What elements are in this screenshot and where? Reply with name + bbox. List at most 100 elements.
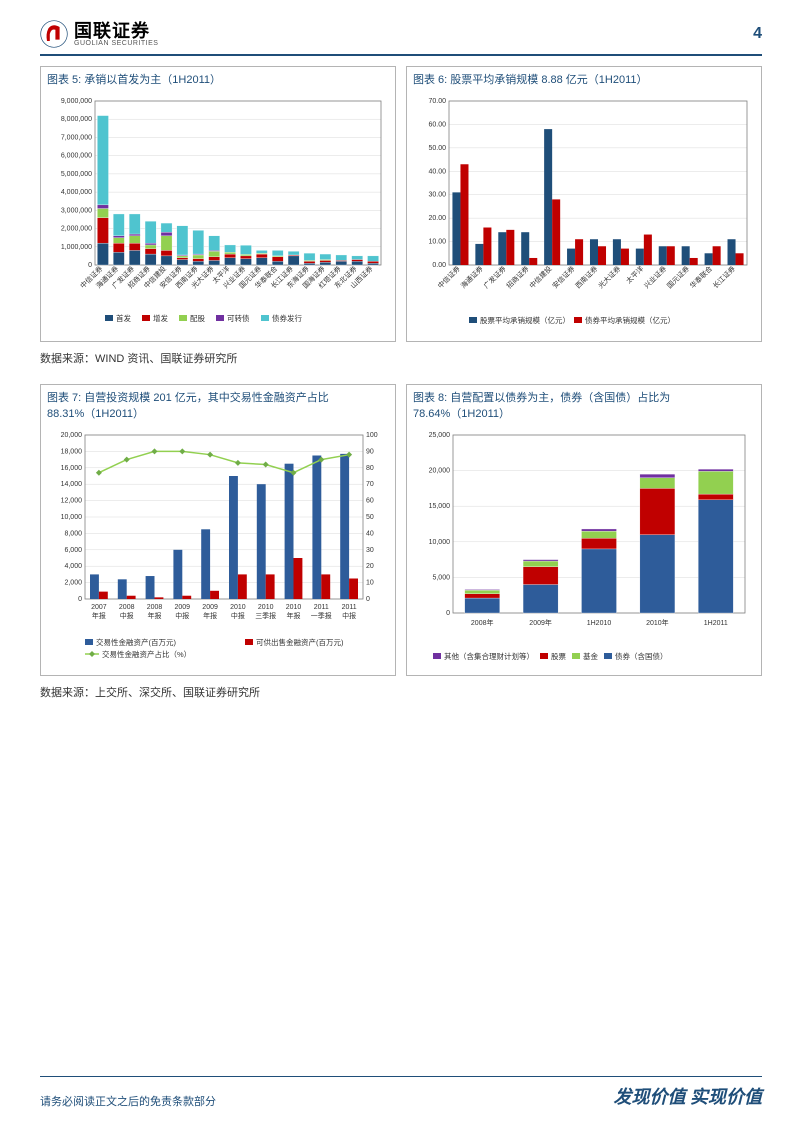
svg-text:5,000,000: 5,000,000 bbox=[61, 171, 92, 178]
page-number: 4 bbox=[753, 25, 762, 43]
svg-text:招商证券: 招商证券 bbox=[504, 264, 530, 290]
svg-text:0: 0 bbox=[446, 610, 450, 617]
svg-text:交易性金融资产(百万元): 交易性金融资产(百万元) bbox=[96, 637, 176, 647]
svg-text:西南证券: 西南证券 bbox=[573, 264, 599, 290]
svg-text:20,000: 20,000 bbox=[429, 468, 451, 475]
page-footer: 请务必阅读正文之后的免责条款部分 发现价值 实现价值 bbox=[40, 1076, 762, 1109]
svg-text:3,000,000: 3,000,000 bbox=[61, 207, 92, 214]
svg-text:70.00: 70.00 bbox=[428, 98, 446, 105]
svg-text:年报: 年报 bbox=[287, 611, 301, 620]
svg-text:股票平均承销规模（亿元）: 股票平均承销规模（亿元） bbox=[480, 315, 570, 325]
svg-text:2,000,000: 2,000,000 bbox=[61, 226, 92, 233]
source-2: 数据来源：上交所、深交所、国联证券研究所 bbox=[40, 684, 762, 700]
svg-text:债券（含国债）: 债券（含国债） bbox=[615, 651, 668, 661]
svg-text:0: 0 bbox=[78, 596, 82, 603]
svg-text:2009: 2009 bbox=[175, 604, 191, 611]
svg-text:安信证券: 安信证券 bbox=[550, 264, 576, 290]
chart5-panel: 图表 5: 承销以首发为主（1H2011） 01,000,0002,000,00… bbox=[40, 66, 396, 342]
svg-text:中报: 中报 bbox=[342, 611, 356, 620]
svg-text:股票: 股票 bbox=[551, 652, 566, 661]
svg-text:一季报: 一季报 bbox=[311, 611, 332, 620]
svg-text:40.00: 40.00 bbox=[428, 168, 446, 175]
chart5-title: 图表 5: 承销以首发为主（1H2011） bbox=[41, 67, 395, 91]
svg-text:0.00: 0.00 bbox=[432, 262, 446, 269]
svg-text:4,000: 4,000 bbox=[64, 563, 82, 570]
svg-text:可转债: 可转债 bbox=[227, 313, 250, 323]
svg-text:长江证券: 长江证券 bbox=[711, 264, 737, 290]
svg-text:海通证券: 海通证券 bbox=[459, 264, 485, 290]
svg-text:2010: 2010 bbox=[258, 604, 274, 611]
svg-text:增发: 增发 bbox=[153, 313, 168, 323]
svg-text:1,000,000: 1,000,000 bbox=[61, 244, 92, 251]
svg-text:国元证券: 国元证券 bbox=[665, 264, 691, 290]
svg-text:40: 40 bbox=[366, 530, 374, 537]
svg-text:2011: 2011 bbox=[342, 604, 357, 611]
svg-text:兴业证券: 兴业证券 bbox=[642, 264, 668, 290]
svg-text:6,000: 6,000 bbox=[64, 547, 82, 554]
svg-text:100: 100 bbox=[366, 432, 378, 439]
svg-text:中报: 中报 bbox=[231, 611, 245, 620]
chart7-panel: 图表 7: 自营投资规模 201 亿元，其中交易性金融资产占比 88.31%（1… bbox=[40, 384, 396, 676]
chart6-svg: 0.0010.0020.0030.0040.0050.0060.0070.00中… bbox=[413, 95, 753, 335]
svg-text:1H2010: 1H2010 bbox=[587, 620, 612, 627]
svg-text:4,000,000: 4,000,000 bbox=[61, 189, 92, 196]
svg-text:6,000,000: 6,000,000 bbox=[61, 153, 92, 160]
svg-text:30: 30 bbox=[366, 547, 374, 554]
svg-text:5,000: 5,000 bbox=[432, 574, 450, 581]
svg-text:中报: 中报 bbox=[120, 611, 134, 620]
svg-text:8,000: 8,000 bbox=[64, 530, 82, 537]
svg-text:10: 10 bbox=[366, 580, 374, 587]
svg-text:50: 50 bbox=[366, 514, 374, 521]
chart-row-1: 图表 5: 承销以首发为主（1H2011） 01,000,0002,000,00… bbox=[40, 66, 762, 342]
chart-row-2: 图表 7: 自营投资规模 201 亿元，其中交易性金融资产占比 88.31%（1… bbox=[40, 384, 762, 676]
svg-text:50.00: 50.00 bbox=[428, 145, 446, 152]
svg-text:中报: 中报 bbox=[175, 611, 189, 620]
chart6-title: 图表 6: 股票平均承销规模 8.88 亿元（1H2011） bbox=[407, 67, 761, 91]
svg-text:12,000: 12,000 bbox=[61, 498, 83, 505]
svg-text:可供出售金融资产(百万元): 可供出售金融资产(百万元) bbox=[256, 637, 344, 647]
svg-text:9,000,000: 9,000,000 bbox=[61, 98, 92, 105]
svg-text:2009年: 2009年 bbox=[529, 618, 552, 627]
svg-text:债券发行: 债券发行 bbox=[272, 313, 302, 323]
svg-text:10.00: 10.00 bbox=[428, 239, 446, 246]
svg-text:2008: 2008 bbox=[119, 604, 135, 611]
svg-text:60.00: 60.00 bbox=[428, 121, 446, 128]
svg-text:配股: 配股 bbox=[190, 314, 205, 323]
footer-slogan: 发现价值 实现价值 bbox=[614, 1083, 763, 1109]
svg-text:8,000,000: 8,000,000 bbox=[61, 116, 92, 123]
svg-text:80: 80 bbox=[366, 465, 374, 472]
company-logo: 国联证券 GUOLIAN SECURITIES bbox=[40, 20, 158, 48]
svg-text:14,000: 14,000 bbox=[61, 481, 83, 488]
svg-text:2,000: 2,000 bbox=[64, 580, 82, 587]
svg-text:首发: 首发 bbox=[116, 313, 131, 323]
svg-text:1H2011: 1H2011 bbox=[704, 620, 728, 627]
logo-en-text: GUOLIAN SECURITIES bbox=[74, 40, 158, 47]
svg-text:其他（含集合理财计划等）: 其他（含集合理财计划等） bbox=[444, 651, 534, 661]
svg-text:25,000: 25,000 bbox=[429, 432, 451, 439]
svg-text:0: 0 bbox=[366, 596, 370, 603]
svg-text:2007: 2007 bbox=[91, 604, 107, 611]
chart8-title: 图表 8: 自营配置以债券为主，债券（含国债）占比为 78.64%（1H2011… bbox=[407, 385, 761, 425]
source-1: 数据来源：WIND 资讯、国联证券研究所 bbox=[40, 350, 762, 366]
chart8-panel: 图表 8: 自营配置以债券为主，债券（含国债）占比为 78.64%（1H2011… bbox=[406, 384, 762, 676]
svg-text:2010年: 2010年 bbox=[646, 618, 669, 627]
svg-text:2010: 2010 bbox=[230, 604, 246, 611]
svg-text:2008年: 2008年 bbox=[471, 618, 494, 627]
svg-text:债券平均承销规模（亿元）: 债券平均承销规模（亿元） bbox=[585, 315, 675, 325]
svg-text:2010: 2010 bbox=[286, 604, 302, 611]
svg-text:20: 20 bbox=[366, 563, 374, 570]
svg-text:2008: 2008 bbox=[147, 604, 163, 611]
chart7-title: 图表 7: 自营投资规模 201 亿元，其中交易性金融资产占比 88.31%（1… bbox=[41, 385, 395, 425]
chart6-panel: 图表 6: 股票平均承销规模 8.88 亿元（1H2011） 0.00 10.00… bbox=[406, 66, 762, 342]
svg-text:7,000,000: 7,000,000 bbox=[61, 134, 92, 141]
svg-text:2011: 2011 bbox=[314, 604, 329, 611]
svg-text:华泰联合: 华泰联合 bbox=[688, 264, 714, 290]
svg-text:三季报: 三季报 bbox=[255, 611, 276, 620]
svg-text:10,000: 10,000 bbox=[429, 539, 451, 546]
svg-text:年报: 年报 bbox=[92, 611, 106, 620]
svg-text:20.00: 20.00 bbox=[428, 215, 446, 222]
page-container: 国联证券 GUOLIAN SECURITIES 4 图表 5: 承销以首发为主（… bbox=[0, 0, 802, 1133]
logo-icon bbox=[40, 20, 68, 48]
svg-text:30.00: 30.00 bbox=[428, 192, 446, 199]
footer-disclaimer: 请务必阅读正文之后的免责条款部分 bbox=[40, 1093, 216, 1109]
